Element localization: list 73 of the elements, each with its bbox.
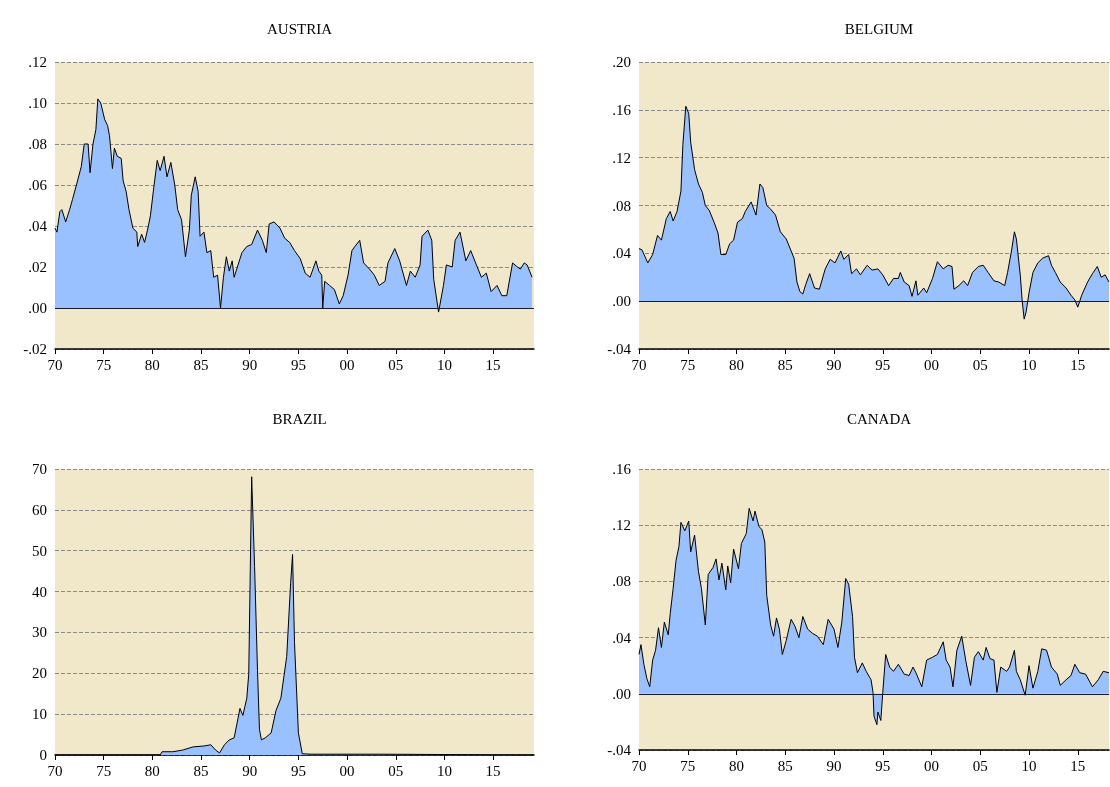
x-tick-label: 70 (47, 356, 63, 373)
x-tick-label: 10 (436, 356, 452, 373)
x-tick-label: 15 (485, 356, 501, 373)
y-tick-label: 20 (32, 665, 47, 682)
x-tick-label: 85 (777, 757, 793, 774)
x-tick-label: 10 (1021, 757, 1037, 774)
y-tick-label: -.02 (23, 341, 47, 357)
x-tick-label: 15 (485, 762, 501, 779)
x-tick-label: 10 (1021, 356, 1037, 373)
x-tick-label: 90 (826, 757, 842, 774)
x-tick-label: 75 (96, 356, 112, 373)
chart-title: CANADA (846, 410, 912, 427)
x-tick-label: 95 (290, 762, 306, 779)
x-tick-label: 05 (972, 356, 988, 373)
x-tick-label: 90 (242, 356, 258, 373)
y-tick-label: .08 (612, 573, 631, 590)
x-tick-label: 90 (826, 356, 842, 373)
y-tick-label: .06 (28, 177, 48, 193)
x-tick-label: 85 (193, 356, 209, 373)
y-tick-label: .00 (28, 300, 47, 316)
y-tick-label: .12 (28, 54, 47, 70)
x-tick-label: 80 (729, 757, 745, 774)
y-tick-label: .04 (612, 245, 632, 262)
y-tick-label: 70 (32, 461, 47, 477)
x-tick-label: 95 (290, 356, 306, 373)
x-tick-label: 05 (388, 356, 404, 373)
x-tick-label: 75 (680, 757, 696, 774)
y-tick-label: .02 (28, 259, 47, 275)
y-tick-label: .08 (28, 136, 47, 152)
x-tick-label: 70 (631, 757, 647, 774)
y-tick-label: 0 (39, 747, 47, 763)
x-tick-label: 95 (875, 356, 891, 373)
y-tick-label: 60 (32, 501, 47, 518)
x-tick-label: 80 (729, 356, 745, 373)
x-tick-label: 70 (47, 762, 63, 779)
x-tick-label: 05 (972, 757, 988, 774)
x-tick-label: 15 (1070, 757, 1086, 774)
x-tick-label: 15 (1070, 356, 1086, 373)
y-tick-label: .00 (612, 293, 631, 310)
x-tick-label: 05 (388, 762, 404, 779)
x-tick-label: 90 (242, 762, 258, 779)
y-tick-label: .10 (28, 95, 47, 111)
y-tick-label: 10 (32, 706, 47, 723)
x-tick-label: 80 (144, 762, 160, 779)
x-tick-label: 75 (96, 762, 112, 779)
y-tick-label: .12 (612, 517, 631, 534)
x-tick-label: 10 (436, 762, 452, 779)
x-tick-label: 00 (339, 762, 355, 779)
y-tick-label: -.04 (607, 341, 632, 357)
y-tick-label: 30 (32, 624, 47, 641)
y-tick-label: .16 (612, 461, 632, 477)
chart-title: BRAZIL (272, 410, 327, 427)
y-tick-label: 40 (32, 583, 47, 600)
y-tick-label: 50 (32, 542, 47, 559)
x-tick-label: 75 (680, 356, 696, 373)
x-tick-label: 80 (144, 356, 160, 373)
x-tick-label: 85 (777, 356, 793, 373)
y-tick-label: .16 (612, 101, 632, 118)
y-tick-label: .20 (612, 54, 631, 70)
x-tick-label: 00 (339, 356, 355, 373)
chart-title: AUSTRIA (266, 20, 333, 37)
x-tick-label: 00 (924, 356, 940, 373)
x-tick-label: 70 (631, 356, 647, 373)
y-tick-label: .04 (612, 629, 632, 646)
x-tick-label: 85 (193, 762, 209, 779)
y-tick-label: .12 (612, 149, 631, 166)
x-tick-label: 00 (924, 757, 940, 774)
y-tick-label: .00 (612, 685, 631, 702)
y-tick-label: .08 (612, 197, 631, 214)
y-tick-label: .04 (28, 218, 48, 234)
y-tick-label: -.04 (607, 742, 632, 758)
chart-title: BELGIUM (844, 20, 914, 37)
x-tick-label: 95 (875, 757, 891, 774)
